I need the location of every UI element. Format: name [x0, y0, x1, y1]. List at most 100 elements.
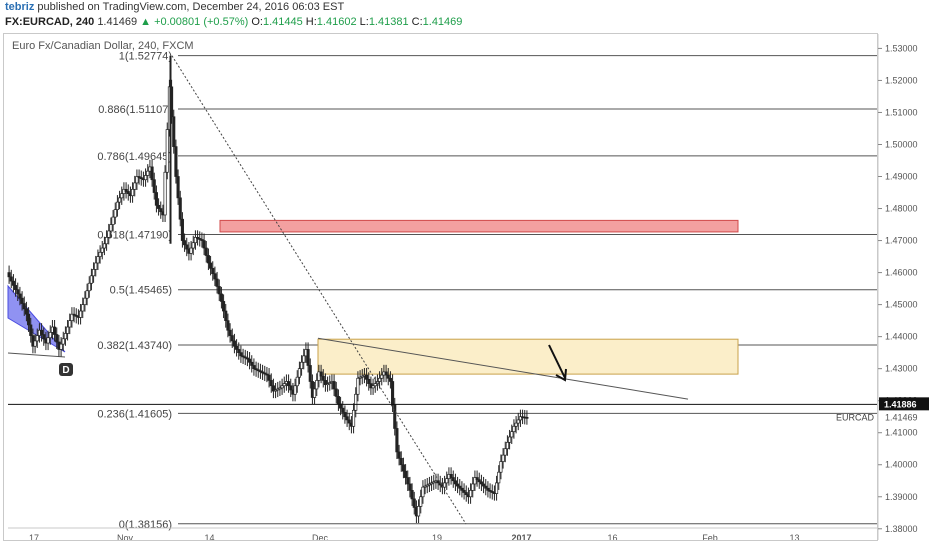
candle-body — [226, 320, 230, 331]
candle-body — [252, 365, 256, 370]
candle-body — [96, 256, 100, 264]
candle-body — [55, 334, 59, 343]
close-label: C: — [411, 16, 423, 28]
candle-body — [193, 237, 197, 244]
candle-body — [248, 358, 252, 363]
candle-body — [250, 361, 254, 366]
candle-body — [408, 483, 412, 491]
candle-body — [499, 461, 503, 473]
candle-body — [328, 382, 332, 384]
candle-body — [137, 176, 141, 178]
candle-body — [222, 301, 226, 312]
candle-body — [343, 412, 347, 418]
candle-body — [70, 313, 74, 321]
candle-body — [430, 482, 434, 485]
candle-body — [271, 385, 275, 392]
chart-background — [0, 32, 932, 550]
candle-body — [473, 477, 477, 485]
arrow-shaft — [548, 344, 566, 379]
candle-body — [163, 171, 167, 216]
fib-level-label: 0.5(1.45465) — [110, 285, 172, 297]
candle-body — [206, 255, 210, 264]
resistance-zone-red — [219, 219, 739, 233]
candle-body — [191, 242, 195, 249]
candle-body — [120, 193, 124, 199]
candle-body — [72, 313, 76, 316]
series-price-value: 1.41469 — [885, 413, 918, 423]
candle-body — [98, 251, 102, 257]
candle-body — [464, 492, 468, 495]
y-tick-label: 1.41000 — [885, 428, 918, 438]
candle-body — [371, 385, 375, 389]
candle-body — [326, 383, 330, 386]
fib-level-label: 0(1.38156) — [119, 519, 172, 531]
symbol-info-bar: FX:EURCAD, 240 1.41469 ▲ +0.00801 (+0.57… — [5, 16, 462, 28]
y-tick-label: 1.38000 — [885, 524, 918, 534]
candle-body — [178, 197, 182, 220]
y-tick-label: 1.45000 — [885, 300, 918, 310]
candle-body — [510, 431, 514, 438]
author-link[interactable]: tebriz — [5, 1, 35, 13]
candle-body — [261, 371, 265, 374]
candle-body — [265, 373, 269, 376]
candle-body — [198, 238, 202, 240]
x-tick-label: Feb — [702, 533, 718, 543]
candle-body — [157, 204, 161, 209]
candle-body — [308, 365, 312, 382]
candle-body — [321, 375, 325, 381]
low-value: 1.41381 — [368, 16, 409, 28]
candle-body — [217, 286, 221, 295]
y-tick-label: 1.51000 — [885, 107, 918, 117]
candle-body — [42, 334, 46, 340]
candle-body — [7, 272, 11, 278]
candle-body — [269, 380, 273, 387]
candle-body — [460, 487, 464, 491]
candle-body — [35, 335, 39, 342]
candle-body — [83, 297, 87, 305]
candle-body — [475, 477, 479, 481]
candle-body — [239, 352, 243, 357]
candle-body — [395, 428, 399, 453]
candle-body — [124, 188, 128, 192]
y-tick-label: 1.48000 — [885, 204, 918, 214]
candle-body — [24, 308, 28, 315]
candle-body — [63, 333, 67, 340]
fib-diagonal-line — [171, 55, 467, 525]
candle-body — [241, 355, 245, 358]
candle-body — [341, 407, 345, 413]
price-value: 1.41469 — [97, 16, 138, 28]
candle-body — [180, 218, 184, 241]
candle-body — [29, 324, 33, 336]
candle-body — [276, 388, 280, 391]
candle-body — [404, 470, 408, 478]
candle-body — [486, 487, 490, 491]
price-chart[interactable]: 1(1.52774) 0.886(1.51107) 0.786(1.49645) 0.… — [0, 32, 932, 550]
candle-body — [228, 329, 232, 336]
candle-body — [102, 243, 106, 249]
candle-body — [189, 247, 193, 254]
y-tick-label: 1.39000 — [885, 492, 918, 502]
candle-body — [505, 441, 509, 450]
candle-body — [406, 477, 410, 485]
candle-body — [146, 170, 150, 176]
candle-body — [391, 381, 395, 406]
candle-body — [256, 369, 260, 372]
open-label: O: — [251, 16, 263, 28]
candle-body — [258, 370, 262, 373]
publish-info: tebriz published on TradingView.com, Dec… — [5, 1, 344, 13]
candle-body — [154, 192, 158, 206]
fib-level-label: 0.786(1.49645) — [97, 151, 172, 163]
candle-body — [94, 262, 98, 270]
candle-body — [139, 177, 143, 179]
y-tick-label: 1.40000 — [885, 460, 918, 470]
candle-body — [479, 481, 483, 485]
y-tick-label: 1.43000 — [885, 364, 918, 374]
low-label: L: — [359, 16, 369, 28]
pattern-point-badge — [59, 363, 73, 376]
candle-body — [254, 368, 258, 371]
candle-body — [280, 385, 284, 389]
candle-body — [230, 335, 234, 342]
candle-body — [380, 374, 384, 379]
candle-body — [274, 389, 278, 392]
candle-body — [449, 473, 453, 478]
